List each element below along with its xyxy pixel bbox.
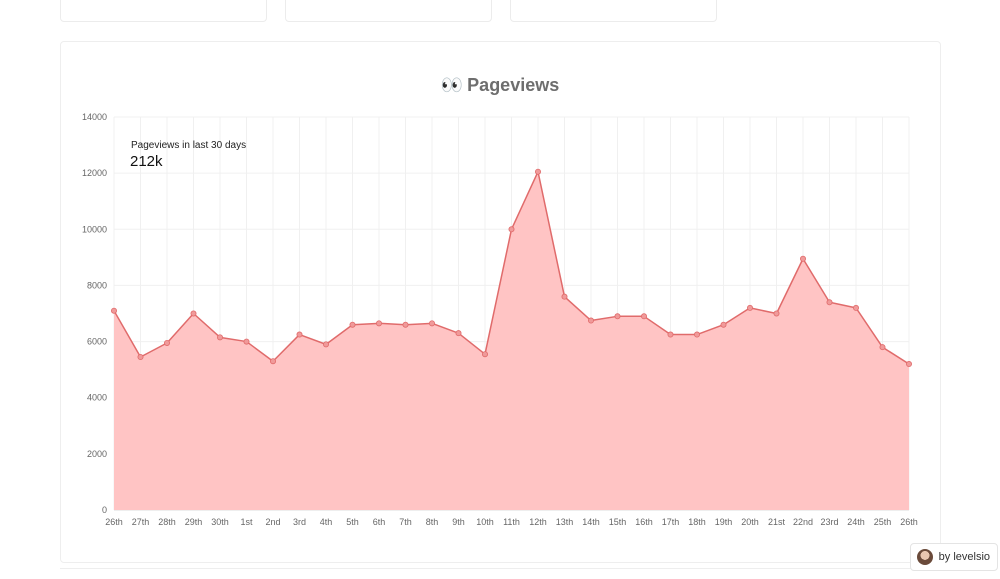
x-tick-label: 10th [476, 517, 494, 527]
x-tick-label: 4th [320, 517, 333, 527]
credit-badge[interactable]: by levelsio [910, 543, 998, 571]
data-point [853, 305, 858, 310]
data-point [747, 305, 752, 310]
y-tick-label: 10000 [82, 224, 107, 234]
x-tick-label: 15th [609, 517, 627, 527]
x-tick-label: 19th [715, 517, 733, 527]
credit-label: by levelsio [939, 551, 990, 563]
x-tick-label: 26th [900, 517, 918, 527]
x-tick-label: 2nd [265, 517, 280, 527]
x-tick-label: 5th [346, 517, 359, 527]
data-point [800, 256, 805, 261]
data-point [111, 308, 116, 313]
x-tick-label: 18th [688, 517, 706, 527]
x-tick-label: 16th [635, 517, 653, 527]
data-point [827, 300, 832, 305]
y-tick-label: 2000 [87, 449, 107, 459]
data-point [270, 359, 275, 364]
x-tick-label: 30th [211, 517, 229, 527]
x-tick-label: 24th [847, 517, 865, 527]
data-point [191, 311, 196, 316]
x-tick-label: 3rd [293, 517, 306, 527]
y-tick-label: 14000 [82, 112, 107, 122]
data-point [244, 339, 249, 344]
data-point [906, 361, 911, 366]
y-tick-label: 4000 [87, 393, 107, 403]
data-point [482, 352, 487, 357]
x-tick-label: 28th [158, 517, 176, 527]
data-point [138, 354, 143, 359]
data-point [694, 332, 699, 337]
data-point [880, 345, 885, 350]
avatar [917, 549, 933, 565]
data-point [562, 294, 567, 299]
y-axis-ticks: 0 2000 4000 6000 8000 10000 12000 14000 [82, 112, 107, 515]
data-point [615, 314, 620, 319]
summary-label: Pageviews in last 30 days [131, 140, 246, 151]
data-point [350, 322, 355, 327]
x-tick-label: 12th [529, 517, 547, 527]
x-tick-label: 1st [240, 517, 253, 527]
data-point [429, 321, 434, 326]
x-tick-label: 8th [426, 517, 439, 527]
x-tick-label: 17th [662, 517, 680, 527]
x-tick-label: 21st [768, 517, 786, 527]
x-axis-ticks: 26th 27th 28th 29th 30th 1st 2nd 3rd 4th 5th 6th 7t… [105, 517, 918, 527]
data-point [217, 335, 222, 340]
data-point [403, 322, 408, 327]
x-tick-label: 11th [503, 517, 520, 527]
data-point [721, 322, 726, 327]
x-tick-label: 27th [132, 517, 150, 527]
data-point [509, 227, 514, 232]
x-tick-label: 23rd [820, 517, 838, 527]
x-tick-label: 29th [185, 517, 203, 527]
y-tick-label: 6000 [87, 337, 107, 347]
x-tick-label: 14th [582, 517, 600, 527]
y-tick-label: 12000 [82, 168, 107, 178]
summary-value: 212k [130, 153, 163, 170]
data-point [588, 318, 593, 323]
x-tick-label: 9th [452, 517, 465, 527]
data-point [774, 311, 779, 316]
y-tick-label: 8000 [87, 280, 107, 290]
data-point [668, 332, 673, 337]
x-tick-label: 6th [373, 517, 386, 527]
data-point [323, 342, 328, 347]
x-tick-label: 22nd [793, 517, 813, 527]
data-point [456, 331, 461, 336]
x-tick-label: 20th [741, 517, 759, 527]
data-point [164, 340, 169, 345]
x-tick-label: 13th [556, 517, 574, 527]
data-point [641, 314, 646, 319]
data-point [535, 169, 540, 174]
y-tick-label: 0 [102, 505, 107, 515]
data-point [297, 332, 302, 337]
x-tick-label: 25th [874, 517, 892, 527]
data-point [376, 321, 381, 326]
x-tick-label: 7th [399, 517, 412, 527]
x-tick-label: 26th [105, 517, 123, 527]
